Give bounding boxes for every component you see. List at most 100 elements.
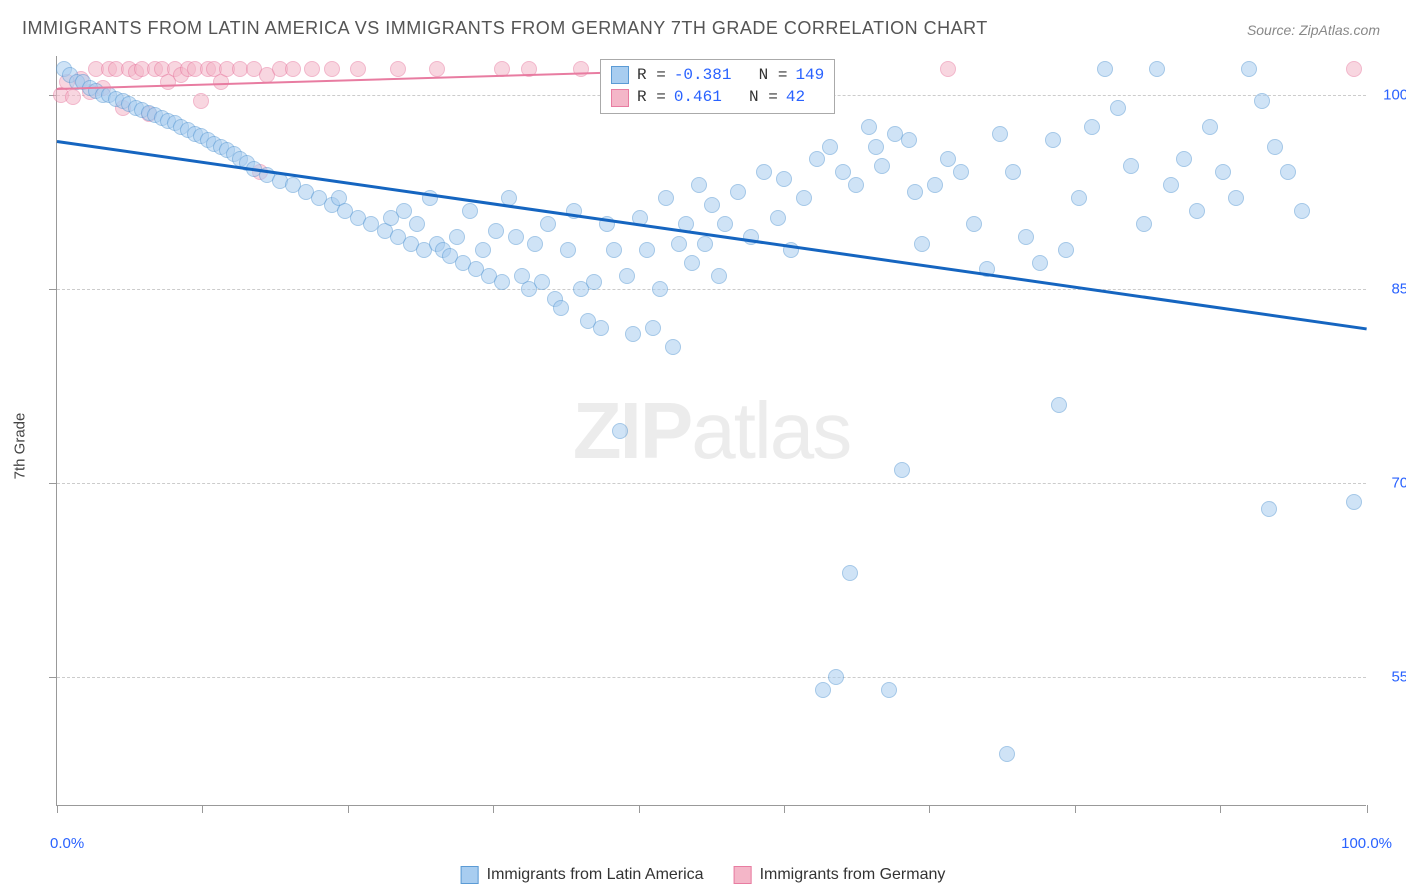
scatter-point xyxy=(861,119,877,135)
chart-title: IMMIGRANTS FROM LATIN AMERICA VS IMMIGRA… xyxy=(22,18,988,39)
scatter-point xyxy=(822,139,838,155)
scatter-point xyxy=(1228,190,1244,206)
scatter-point xyxy=(940,61,956,77)
scatter-point xyxy=(586,274,602,290)
scatter-point xyxy=(1110,100,1126,116)
scatter-point xyxy=(1123,158,1139,174)
scatter-point xyxy=(527,236,543,252)
y-tick xyxy=(49,289,57,290)
scatter-point xyxy=(881,682,897,698)
scatter-point xyxy=(842,565,858,581)
scatter-point xyxy=(1136,216,1152,232)
scatter-point xyxy=(285,61,301,77)
legend-label: Immigrants from Latin America xyxy=(487,866,704,884)
scatter-point xyxy=(652,281,668,297)
legend-n-label: N = xyxy=(739,64,787,86)
bottom-legend-item: Immigrants from Latin America xyxy=(461,866,704,884)
scatter-point xyxy=(1261,501,1277,517)
scatter-point xyxy=(691,177,707,193)
trend-line xyxy=(57,140,1367,330)
scatter-point xyxy=(770,210,786,226)
scatter-point xyxy=(1018,229,1034,245)
scatter-point xyxy=(1051,397,1067,413)
scatter-point xyxy=(409,216,425,232)
scatter-point xyxy=(553,300,569,316)
x-tick xyxy=(57,805,58,813)
scatter-point xyxy=(593,320,609,336)
scatter-point xyxy=(645,320,661,336)
scatter-point xyxy=(1189,203,1205,219)
scatter-point xyxy=(1215,164,1231,180)
scatter-point xyxy=(1202,119,1218,135)
scatter-point xyxy=(730,184,746,200)
scatter-point xyxy=(494,274,510,290)
scatter-point xyxy=(193,93,209,109)
legend-r-value: -0.381 xyxy=(674,64,732,86)
x-tick xyxy=(784,805,785,813)
legend-r-value: 0.461 xyxy=(674,86,722,108)
gridline xyxy=(57,483,1366,484)
x-tick xyxy=(1075,805,1076,813)
legend-swatch xyxy=(611,89,629,107)
scatter-point xyxy=(927,177,943,193)
x-axis-max-label: 100.0% xyxy=(1341,835,1392,852)
y-tick-label: 55.0% xyxy=(1374,668,1406,685)
scatter-point xyxy=(809,151,825,167)
x-tick xyxy=(1367,805,1368,813)
stats-legend-row: R = -0.381 N = 149 xyxy=(611,64,824,86)
legend-label: Immigrants from Germany xyxy=(760,866,946,884)
scatter-point xyxy=(1045,132,1061,148)
legend-swatch xyxy=(611,66,629,84)
x-tick xyxy=(202,805,203,813)
legend-swatch xyxy=(734,866,752,884)
x-axis-min-label: 0.0% xyxy=(50,835,84,852)
scatter-point xyxy=(1346,494,1362,510)
x-tick xyxy=(493,805,494,813)
scatter-point xyxy=(1176,151,1192,167)
scatter-point xyxy=(1254,93,1270,109)
x-tick xyxy=(1220,805,1221,813)
y-tick xyxy=(49,483,57,484)
scatter-point xyxy=(1005,164,1021,180)
scatter-point xyxy=(953,164,969,180)
scatter-point xyxy=(999,746,1015,762)
scatter-point xyxy=(396,203,412,219)
scatter-point xyxy=(1084,119,1100,135)
scatter-point xyxy=(1032,255,1048,271)
scatter-point xyxy=(390,61,406,77)
y-tick-label: 70.0% xyxy=(1374,474,1406,491)
scatter-point xyxy=(1267,139,1283,155)
x-tick xyxy=(348,805,349,813)
scatter-point xyxy=(704,197,720,213)
plot-area: ZIPatlas 55.0%70.0%85.0%100.0%R = -0.381… xyxy=(56,56,1366,806)
scatter-point xyxy=(1294,203,1310,219)
scatter-point xyxy=(612,423,628,439)
scatter-point xyxy=(697,236,713,252)
scatter-point xyxy=(475,242,491,258)
legend-n-value: 42 xyxy=(786,86,805,108)
scatter-point xyxy=(966,216,982,232)
scatter-point xyxy=(1163,177,1179,193)
legend-r-label: R = xyxy=(637,64,666,86)
scatter-point xyxy=(868,139,884,155)
scatter-point xyxy=(815,682,831,698)
scatter-point xyxy=(324,61,340,77)
scatter-point xyxy=(560,242,576,258)
legend-n-label: N = xyxy=(730,86,778,108)
stats-legend-row: R = 0.461 N = 42 xyxy=(611,86,824,108)
source-attribution: Source: ZipAtlas.com xyxy=(1247,22,1380,38)
scatter-point xyxy=(488,223,504,239)
scatter-point xyxy=(619,268,635,284)
scatter-point xyxy=(992,126,1008,142)
y-axis-title: 7th Grade xyxy=(12,413,29,480)
scatter-point xyxy=(717,216,733,232)
scatter-point xyxy=(1071,190,1087,206)
scatter-point xyxy=(429,61,445,77)
scatter-point xyxy=(940,151,956,167)
scatter-point xyxy=(776,171,792,187)
scatter-point xyxy=(796,190,812,206)
scatter-point xyxy=(639,242,655,258)
scatter-point xyxy=(508,229,524,245)
scatter-point xyxy=(1241,61,1257,77)
scatter-point xyxy=(848,177,864,193)
